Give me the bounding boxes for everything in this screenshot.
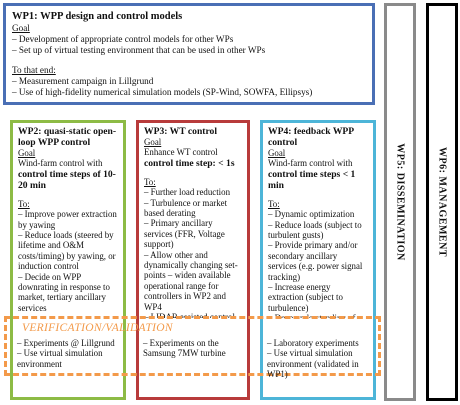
wp6-box: WP6: MANAGEMENT — [426, 3, 458, 401]
wp2-goal-bold: control time steps of 10-20 min — [18, 168, 116, 191]
wp2-to-item: – Improve power extraction by yawing — [18, 209, 117, 230]
wp6-label: WP6: MANAGEMENT — [436, 147, 448, 257]
wp3-goal-bold: control time step: < 1s — [144, 157, 235, 169]
wp2-title: WP2: quasi-static open-loop WPP control — [18, 126, 117, 148]
wp4-goal-bold: control time steps < 1 min — [268, 168, 356, 191]
wp4-goal-text: Wind-farm control with — [268, 158, 353, 169]
wp3-to-item: – Further load reduction — [144, 187, 231, 198]
wp2-lower-mask — [16, 318, 120, 396]
wp2-goal-text: Wind-farm control with — [18, 158, 103, 169]
wp3-title: WP3: WT control — [144, 126, 218, 137]
wp1-goal-item: – Set up of virtual testing environment … — [12, 45, 266, 56]
wp4-to-item: – Dynamic optimization — [268, 209, 355, 220]
wp1-to-label: To that end: — [12, 64, 56, 75]
wp1-title: WP1: WPP design and control models — [12, 11, 183, 22]
wp3-lower-mask — [142, 318, 244, 396]
wp1-to-item: – Measurement campaign in Lillgrund — [12, 75, 154, 86]
wp3-to-label: To: — [144, 176, 156, 187]
wp1-goal-label: Goal — [12, 23, 30, 33]
wp2-box: WP2: quasi-static open-loop WPP control … — [10, 120, 126, 400]
verification-wp3-text: – Experiments on the Samsung 7MW turbine — [143, 338, 226, 359]
wp3-goal-text: Enhance WT control — [144, 147, 218, 158]
wp4-to-item: – Reduce loads (subject to turbulent gus… — [268, 219, 362, 241]
wp5-box: WP5: DISSEMINATION — [384, 3, 416, 401]
verification-label: VERIFICATION/VALIDATION — [22, 322, 173, 334]
wp1-box: WP1: WPP design and control models Goal … — [3, 3, 375, 105]
wp3-to-item: – Primary ancillary services (FFR, Volta… — [144, 218, 225, 250]
wp4-lower-mask — [266, 318, 370, 396]
wp4-to-label: To: — [268, 198, 280, 209]
wp4-to-item: – Provide primary and/or secondary ancil… — [268, 240, 363, 282]
verification-wp2-text: – Experiments @ Lillgrund – Use virtual … — [17, 338, 115, 369]
wp4-to-item: – Increase energy extraction (subject to… — [268, 282, 343, 313]
wp3-to-item: – Allow other and dynamically changing s… — [144, 249, 238, 312]
wp4-goal-label: Goal — [268, 148, 286, 158]
wp3-goal-label: Goal — [144, 137, 162, 147]
wp3-to-item: – Turbulence or market based derating — [144, 197, 228, 219]
wp2-goal-label: Goal — [18, 148, 36, 158]
wp1-to-item: – Use of high-fidelity numerical simulat… — [12, 87, 313, 98]
wp2-to-label: To: — [18, 198, 30, 209]
wp2-to-item: – Reduce loads (steered by lifetime and … — [18, 230, 116, 272]
wp5-label: WP5: DISSEMINATION — [394, 143, 406, 261]
verification-wp4-text: – Laboratory experiments – Use virtual s… — [267, 338, 359, 380]
wp4-title: WP4: feedback WPP control — [268, 126, 354, 148]
wp1-goal-item: – Development of appropriate control mod… — [12, 34, 234, 45]
wp2-to-item: – Decide on WPP downrating in response t… — [18, 271, 110, 313]
